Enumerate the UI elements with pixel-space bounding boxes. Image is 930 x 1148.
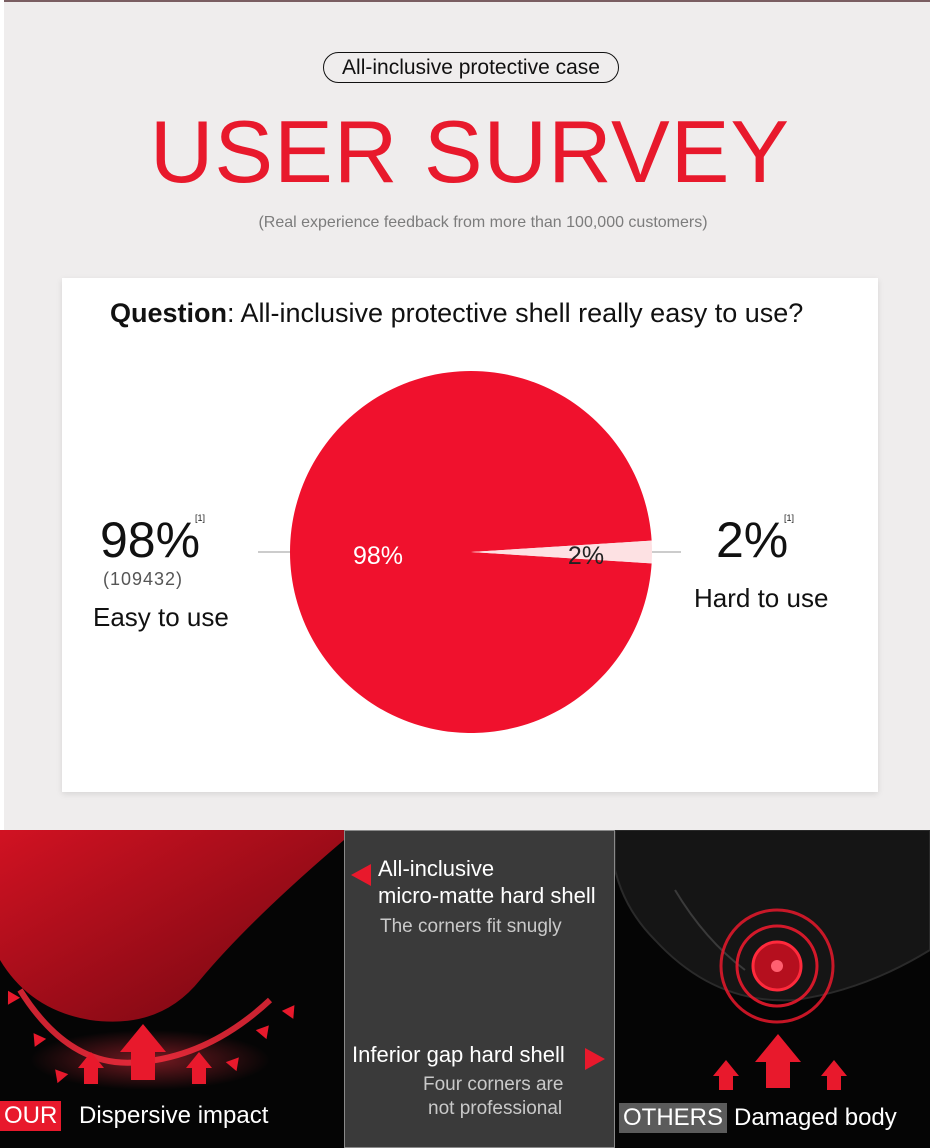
case-shape [0,830,344,1022]
bad-shell-sub-2: not professional [428,1098,563,1119]
impact-ring-middle [735,924,819,1008]
our-case-illustration [0,830,344,1090]
easy-label: Easy to use [93,602,229,632]
left-pointer-icon [351,864,371,886]
bad-shell-title: Inferior gap hard shell [352,1042,565,1067]
others-arrow-icons [713,1034,847,1090]
pointer-icons [351,864,605,1070]
easy-percent: 98% [100,512,201,568]
survey-question: Question: All-inclusive protective shell… [110,298,803,329]
arrow-icons [7,990,295,1084]
pie-chart: 98% 2% [258,371,681,733]
others-case-illustration [615,830,930,1090]
pie-slice-hard [471,540,652,564]
ours-caption: Dispersive impact [79,1102,269,1129]
others-caption: Damaged body [734,1104,897,1131]
ours-tag: OUR [0,1101,62,1131]
left-edge [0,0,4,830]
right-pointer-icon [585,1048,605,1070]
others-tag: OTHERS [619,1103,728,1133]
top-strip [0,0,930,2]
others-case-panel: OTHERS Damaged body [615,830,930,1148]
our-case-panel: OUR Dispersive impact [0,830,344,1148]
question-text: : All-inclusive protective shell really … [227,298,804,328]
easy-footnote: [1] [195,513,206,523]
category-pill: All-inclusive protective case [323,52,619,83]
pie-slice-easy [290,371,652,733]
good-shell-title-1: All-inclusive [378,856,495,881]
slice-label-easy: 98% [353,542,403,570]
page-title: USER SURVEY [149,102,791,201]
hard-footnote: [1] [784,513,795,523]
comparison-middle-panel: All-inclusive micro-matte hard shell The… [344,830,615,1148]
hard-percent: 2% [716,512,789,568]
pie-slices [290,371,652,733]
good-shell-title-2: micro-matte hard shell [378,883,596,908]
bad-shell-sub-1: Four corners are [423,1074,564,1095]
easy-count: (109432) [103,569,184,589]
damaged-case-shape [615,830,930,1002]
slice-label-hard: 2% [568,542,604,570]
hard-label: Hard to use [694,583,829,613]
page-subtitle: (Real experience feedback from more than… [258,214,708,231]
impact-ring-outer [719,908,835,1024]
question-bold-label: Question [110,298,228,328]
comparison-section: OUR Dispersive impact All-inclusive micr… [0,830,930,1148]
good-shell-sub: The corners fit snugly [380,916,562,937]
